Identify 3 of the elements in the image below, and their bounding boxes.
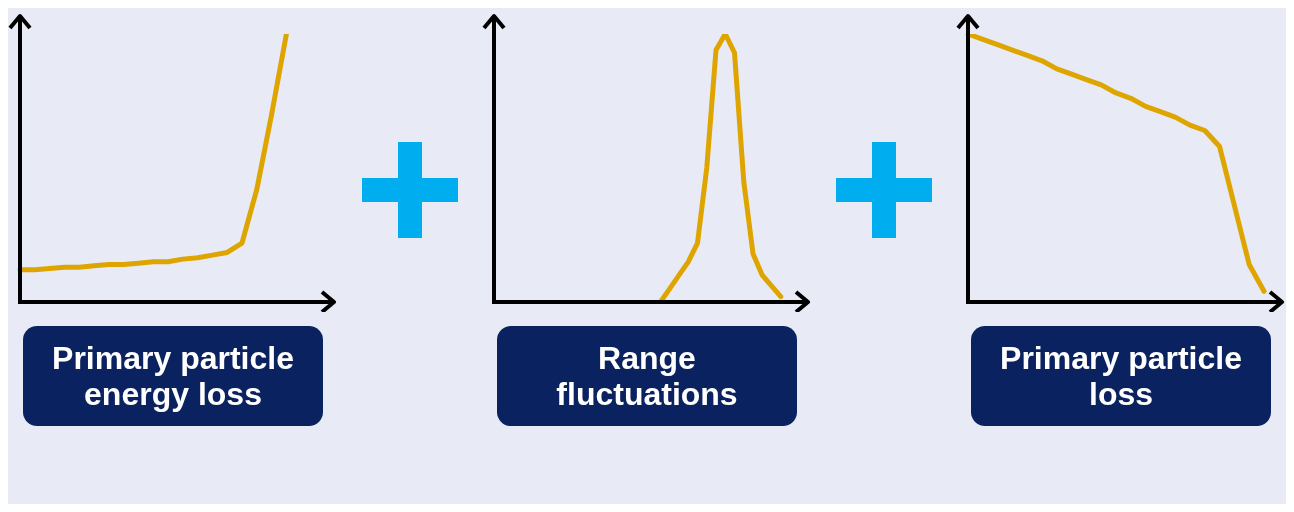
x-axis-title: Primary particle energy loss [23, 326, 323, 426]
x-axis-title: Primary particle loss [971, 326, 1271, 426]
x-axis-title: Range fluctuations [497, 326, 797, 426]
